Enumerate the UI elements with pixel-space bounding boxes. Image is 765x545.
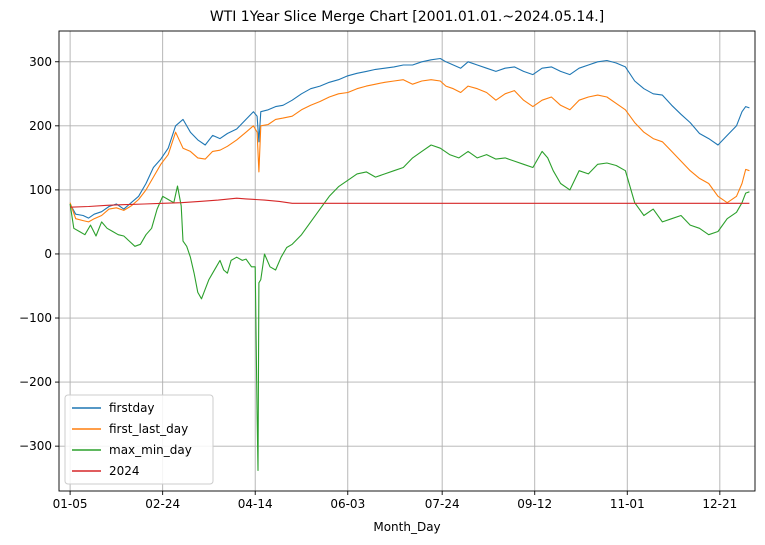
legend: firstday first_last_day max_min_day 2024 (64, 394, 214, 485)
y-tick-label: −100 (19, 311, 52, 325)
y-axis-ticks: −300 −200 −100 0 100 200 300 (19, 55, 59, 453)
legend-label: 2024 (109, 464, 140, 478)
series-line-first-last-day (69, 79, 750, 223)
legend-label: first_last_day (109, 422, 188, 436)
grid (59, 31, 755, 491)
x-tick-label: 07-24 (425, 497, 460, 511)
legend-box (64, 394, 214, 485)
x-tick-label: 04-14 (238, 497, 273, 511)
legend-label: firstday (109, 401, 155, 415)
y-tick-label: −300 (19, 439, 52, 453)
series-line-2024 (70, 197, 750, 208)
legend-label: max_min_day (109, 443, 192, 457)
x-tick-label: 01-05 (53, 497, 88, 511)
x-tick-label: 12-21 (702, 497, 737, 511)
y-tick-label: 300 (29, 55, 52, 69)
y-tick-label: 200 (29, 119, 52, 133)
series-line-max-min-day (69, 144, 750, 472)
y-tick-label: 0 (44, 247, 52, 261)
y-tick-label: 100 (29, 183, 52, 197)
x-axis-ticks: 01-05 02-24 04-14 06-03 07-24 09-12 11-01 12-21 (53, 491, 737, 511)
x-tick-label: 02-24 (145, 497, 180, 511)
y-tick-label: −200 (19, 375, 52, 389)
series-lines (69, 57, 750, 472)
series-line-firstday (69, 57, 750, 219)
x-axis-label: Month_Day (373, 520, 440, 534)
plot-frame (58, 30, 756, 492)
chart-title: WTI 1Year Slice Merge Chart [2001.01.01.… (210, 9, 604, 25)
x-tick-label: 11-01 (610, 497, 645, 511)
x-tick-label: 06-03 (330, 497, 365, 511)
x-tick-label: 09-12 (517, 497, 552, 511)
